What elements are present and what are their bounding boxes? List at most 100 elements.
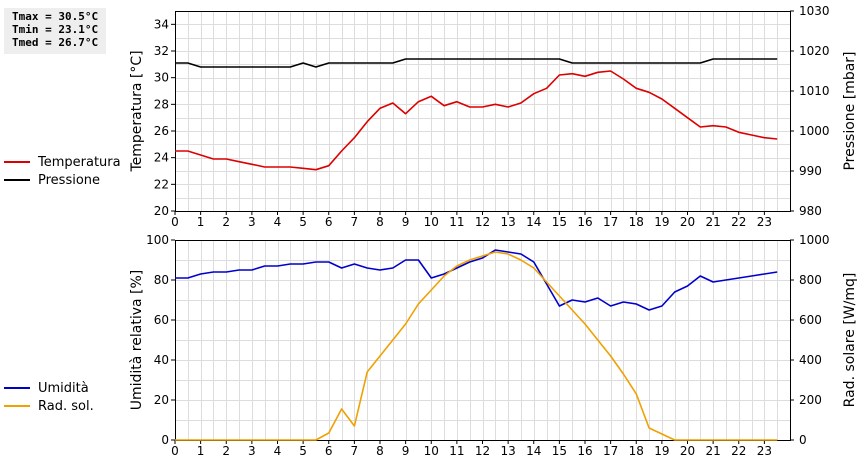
legend-top: Temperatura Pressione <box>4 153 121 189</box>
y-tick-label-right: 1010 <box>799 84 830 98</box>
x-tick-label: 4 <box>274 444 282 458</box>
x-tick-label: 1 <box>197 444 205 458</box>
legend-label-rad-sol: Rad. sol. <box>38 398 94 414</box>
x-tick-label: 5 <box>299 444 307 458</box>
chart-panel-2: 0 1 2 3 4 5 6 7 8 9 10 11 12 13 14 15 16 17 18 19 20 21 22 2302… <box>129 233 858 458</box>
y-tick-label-right: 1000 <box>799 124 830 138</box>
x-tick-label: 13 <box>500 215 515 229</box>
x-tick-label: 21 <box>705 444 720 458</box>
x-tick-label: 11 <box>449 444 464 458</box>
y-axis-title-left: Temperatura [°C] <box>129 50 145 172</box>
y-tick-label-right: 200 <box>799 393 822 407</box>
x-tick-label: 16 <box>577 444 592 458</box>
x-tick-label: 22 <box>731 215 746 229</box>
x-tick-label: 14 <box>526 215 541 229</box>
x-tick-label: 2 <box>222 215 230 229</box>
x-tick-label: 7 <box>351 444 359 458</box>
y-tick-label-right: 1000 <box>799 233 830 247</box>
y-tick-label-left: 34 <box>154 17 169 31</box>
x-tick-label: 10 <box>424 444 439 458</box>
x-tick-label: 9 <box>402 444 410 458</box>
legend-swatch-temperatura <box>4 161 30 163</box>
legend-swatch-umidita <box>4 387 30 389</box>
y-tick-label-right: 0 <box>799 433 807 447</box>
x-tick-label: 23 <box>757 444 772 458</box>
x-tick-label: 15 <box>552 215 567 229</box>
x-tick-label: 23 <box>757 215 772 229</box>
x-tick-label: 5 <box>299 215 307 229</box>
legend-item-temperatura: Temperatura <box>4 153 121 171</box>
y-tick-label-left: 20 <box>154 393 169 407</box>
stats-box: Tmax = 30.5°C Tmin = 23.1°C Tmed = 26.7°… <box>4 8 106 54</box>
y-tick-label-left: 80 <box>154 273 169 287</box>
chart-panel-1: 0 1 2 3 4 5 6 7 8 9 10 11 12 13 14 15 16 17 18 19 20 21 22 2320… <box>129 4 858 229</box>
x-tick-label: 4 <box>274 215 282 229</box>
legend-item-rad-sol: Rad. sol. <box>4 397 94 415</box>
y-tick-label-right: 600 <box>799 313 822 327</box>
x-tick-label: 19 <box>654 444 669 458</box>
y-tick-label-left: 30 <box>154 71 169 85</box>
x-tick-label: 2 <box>222 444 230 458</box>
y-tick-label-right: 800 <box>799 273 822 287</box>
legend-swatch-pressione <box>4 179 30 181</box>
x-tick-label: 17 <box>603 215 618 229</box>
y-tick-label-right: 990 <box>799 164 822 178</box>
legend-label-umidita: Umidità <box>38 380 89 396</box>
x-tick-label: 3 <box>248 215 256 229</box>
y-tick-label-left: 0 <box>161 433 169 447</box>
y-axis-title-right: Rad. solare [W/mq] <box>842 273 858 408</box>
x-tick-label: 6 <box>325 444 333 458</box>
legend-item-pressione: Pressione <box>4 171 121 189</box>
x-tick-label: 22 <box>731 444 746 458</box>
series-line-temperatura <box>175 70 778 171</box>
legend-label-pressione: Pressione <box>38 172 101 188</box>
x-tick-label: 18 <box>629 444 644 458</box>
stat-tmed: Tmed = 26.7°C <box>12 36 99 49</box>
x-tick-label: 7 <box>351 215 359 229</box>
y-tick-label-left: 26 <box>154 124 169 138</box>
y-tick-label-left: 60 <box>154 313 169 327</box>
x-tick-label: 19 <box>654 215 669 229</box>
series-line-pressione <box>175 58 778 68</box>
y-tick-label-left: 100 <box>146 233 169 247</box>
legend-swatch-rad-sol <box>4 405 30 407</box>
x-tick-label: 14 <box>526 444 541 458</box>
y-tick-label-left: 32 <box>154 44 169 58</box>
x-tick-label: 18 <box>629 215 644 229</box>
x-tick-label: 12 <box>475 215 490 229</box>
series-line-umidit <box>175 249 778 311</box>
x-tick-label: 8 <box>376 444 384 458</box>
legend-label-temperatura: Temperatura <box>38 154 121 170</box>
stat-tmin: Tmin = 23.1°C <box>12 23 99 36</box>
x-tick-label: 11 <box>449 215 464 229</box>
y-tick-label-left: 28 <box>154 97 169 111</box>
x-tick-label: 20 <box>680 444 695 458</box>
stat-tmax: Tmax = 30.5°C <box>12 10 99 23</box>
legend-item-umidita: Umidità <box>4 379 94 397</box>
y-tick-label-right: 1020 <box>799 44 830 58</box>
series-line-rad-sol <box>175 251 778 441</box>
legend-bottom: Umidità Rad. sol. <box>4 379 94 415</box>
y-tick-label-right: 980 <box>799 204 822 218</box>
x-tick-label: 0 <box>171 444 179 458</box>
x-tick-label: 10 <box>424 215 439 229</box>
x-tick-label: 20 <box>680 215 695 229</box>
x-tick-label: 8 <box>376 215 384 229</box>
x-tick-label: 0 <box>171 215 179 229</box>
x-tick-label: 3 <box>248 444 256 458</box>
y-axis-title-left: Umidità relativa [%] <box>129 270 145 411</box>
x-tick-label: 16 <box>577 215 592 229</box>
y-tick-label-left: 24 <box>154 151 169 165</box>
x-tick-label: 21 <box>705 215 720 229</box>
x-tick-label: 13 <box>500 444 515 458</box>
y-tick-label-left: 22 <box>154 177 169 191</box>
x-tick-label: 12 <box>475 444 490 458</box>
y-tick-label-right: 1030 <box>799 4 830 18</box>
x-tick-label: 9 <box>402 215 410 229</box>
x-tick-label: 15 <box>552 444 567 458</box>
x-tick-label: 1 <box>197 215 205 229</box>
x-tick-label: 17 <box>603 444 618 458</box>
y-tick-label-left: 20 <box>154 204 169 218</box>
y-axis-title-right: Pressione [mbar] <box>842 51 858 170</box>
